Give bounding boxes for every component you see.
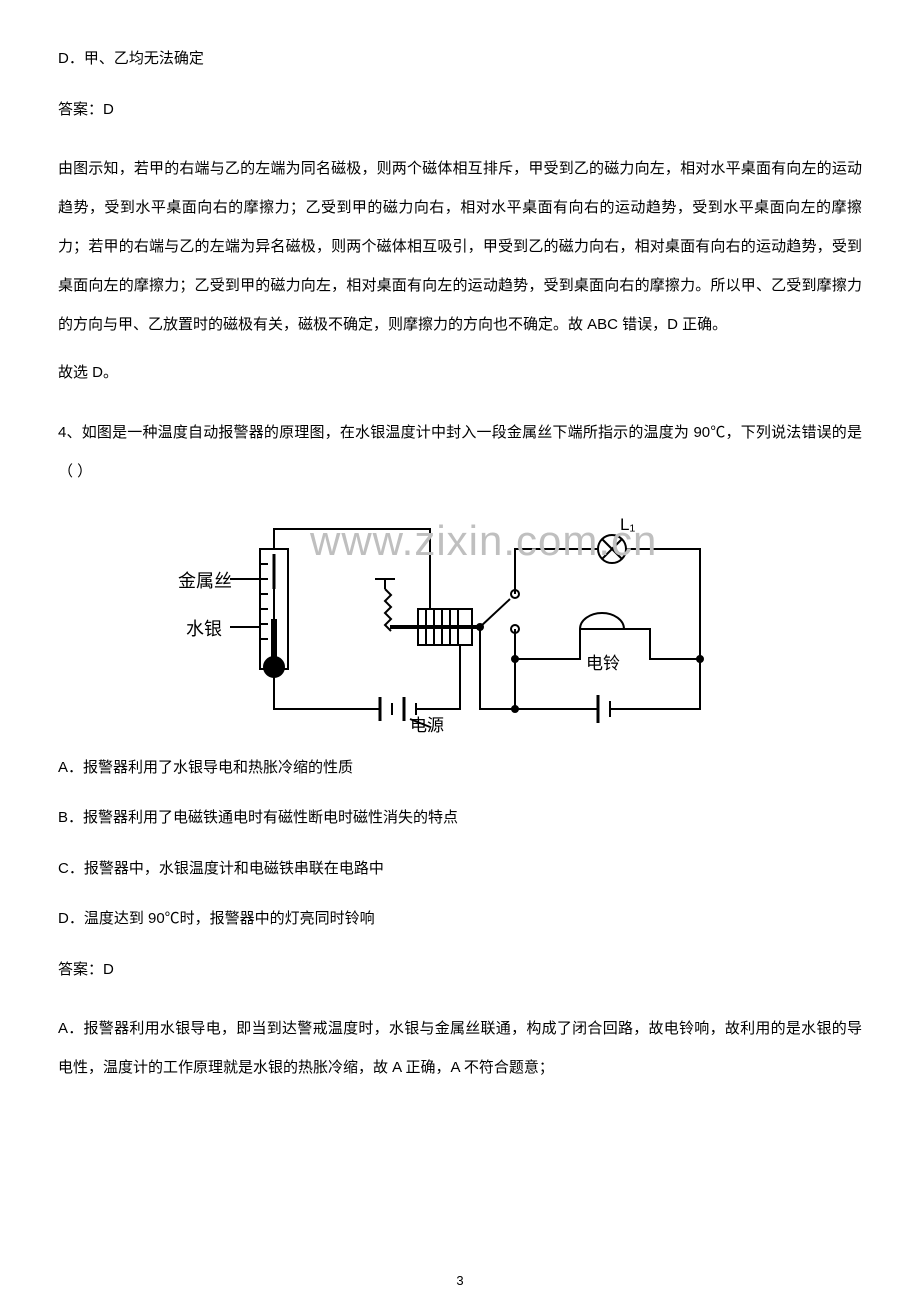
label-source: 电源 [410,711,444,736]
q4-figure: www.zixin.com.cn [58,509,862,729]
q4-option-c: C．报警器中，水银温度计和电磁铁串联在电路中 [58,858,862,881]
label-wire: 金属丝 [178,567,232,593]
q3-answer: 答案：D [58,99,862,122]
q4-stem: 4、如图是一种温度自动报警器的原理图，在水银温度计中封入一段金属丝下端所指示的温… [58,413,862,491]
q4-option-b: B．报警器利用了电磁铁通电时有磁性断电时磁性消失的特点 [58,807,862,830]
q3-option-d: D．甲、乙均无法确定 [58,48,862,71]
q3-conclusion: 故选 D。 [58,362,862,385]
q3-explanation: 由图示知，若甲的右端与乙的左端为同名磁极，则两个磁体相互排斥，甲受到乙的磁力向左… [58,149,862,344]
q4-explanation-a: A．报警器利用水银导电，即当到达警戒温度时，水银与金属丝联通，构成了闭合回路，故… [58,1009,862,1087]
q4-option-a: A．报警器利用了水银导电和热胀冷缩的性质 [58,757,862,780]
page-number: 3 [0,1273,920,1288]
label-mercury: 水银 [186,615,222,641]
label-lamp: L₁ [620,515,635,535]
q4-answer: 答案：D [58,959,862,982]
circuit-diagram [180,509,740,729]
label-bell: 电铃 [586,649,620,674]
q4-option-d: D．温度达到 90℃时，报警器中的灯亮同时铃响 [58,908,862,931]
